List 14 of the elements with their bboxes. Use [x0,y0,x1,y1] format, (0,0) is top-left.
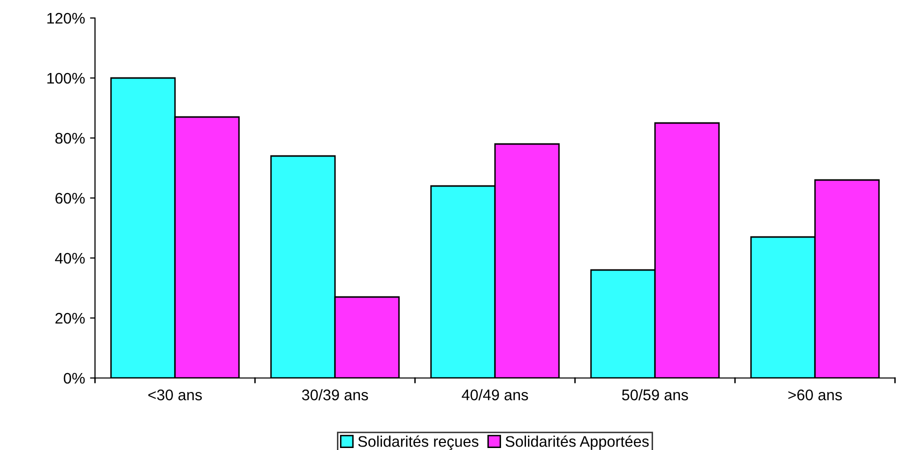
y-tick-label: 20% [55,312,85,324]
legend-label: Solidarités Apportées [506,435,649,450]
y-tick-label: 40% [55,252,85,264]
y-tick-label: 80% [55,132,85,144]
x-tick-label: 50/59 ans [622,389,688,400]
y-tick-label: 60% [55,192,85,204]
legend-label: Solidarités reçues [358,435,478,450]
x-tick-label: <30 ans [148,390,202,400]
y-tick-label: 100% [47,72,85,84]
x-tick-label: 40/49 ans [462,389,528,400]
x-tick-label: >60 ans [788,390,842,400]
x-tick-label: 30/39 ans [302,389,368,400]
y-tick-label: 0% [64,372,85,384]
y-tick-label: 120% [47,12,85,24]
